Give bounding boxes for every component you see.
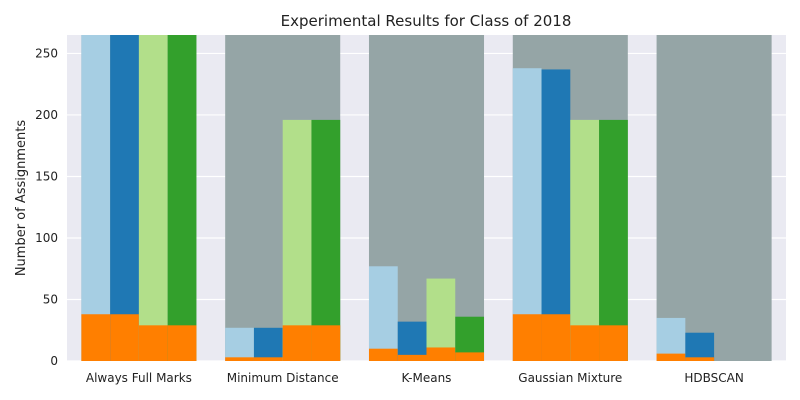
overlay-bar: [81, 314, 111, 361]
y-tick-label: 200: [35, 108, 58, 122]
x-tick-label: K-Means: [402, 371, 452, 385]
x-tick-label: HDBSCAN: [684, 371, 743, 385]
overlay-bar: [512, 314, 542, 361]
overlay-bar: [167, 325, 197, 361]
y-axis-title: Number of Assignments: [14, 120, 29, 277]
x-tick-label: Always Full Marks: [86, 371, 192, 385]
overlay-bar: [110, 314, 139, 361]
y-tick-label: 50: [43, 292, 58, 306]
overlay-bar: [656, 353, 686, 361]
overlay-bar: [426, 347, 456, 361]
overlay-bar: [311, 325, 341, 361]
overlay-bar: [253, 357, 283, 361]
bar: [570, 119, 600, 361]
chart-title: Experimental Results for Class of 2018: [281, 12, 572, 30]
overlay-bar: [397, 354, 427, 361]
bar: [685, 332, 715, 361]
bar: [167, 35, 197, 361]
plot-area: 0 50 100 150 200 250 Always Full Marks Minimum …: [35, 35, 786, 385]
y-tick-label: 0: [50, 354, 58, 368]
y-tick-label: 250: [35, 46, 58, 60]
y-tick-label: 100: [35, 231, 58, 245]
bar: [253, 327, 283, 361]
overlay-bar: [138, 325, 168, 361]
bar: [541, 69, 571, 361]
overlay-bar: [685, 357, 715, 361]
background-bar: [656, 35, 772, 361]
overlay-bar: [570, 325, 600, 361]
overlay-bar: [599, 325, 628, 361]
bar: [282, 119, 312, 361]
bar: [138, 35, 168, 361]
x-tick-label: Minimum Distance: [227, 371, 339, 385]
overlay-bar: [225, 357, 254, 361]
overlay-bar: [541, 314, 571, 361]
overlay-bar: [368, 348, 398, 361]
y-tick-label: 150: [35, 169, 58, 183]
bar: [110, 35, 139, 361]
bar: [512, 68, 542, 362]
overlay-bar: [455, 352, 485, 361]
bar: [368, 266, 398, 361]
bar: [81, 35, 111, 361]
bar: [599, 119, 628, 361]
bar: [426, 278, 456, 361]
overlay-bar: [282, 325, 312, 361]
x-tick-label: Gaussian Mixture: [518, 371, 622, 385]
bar: [397, 321, 427, 361]
bar: [311, 119, 341, 361]
bar: [225, 327, 254, 361]
